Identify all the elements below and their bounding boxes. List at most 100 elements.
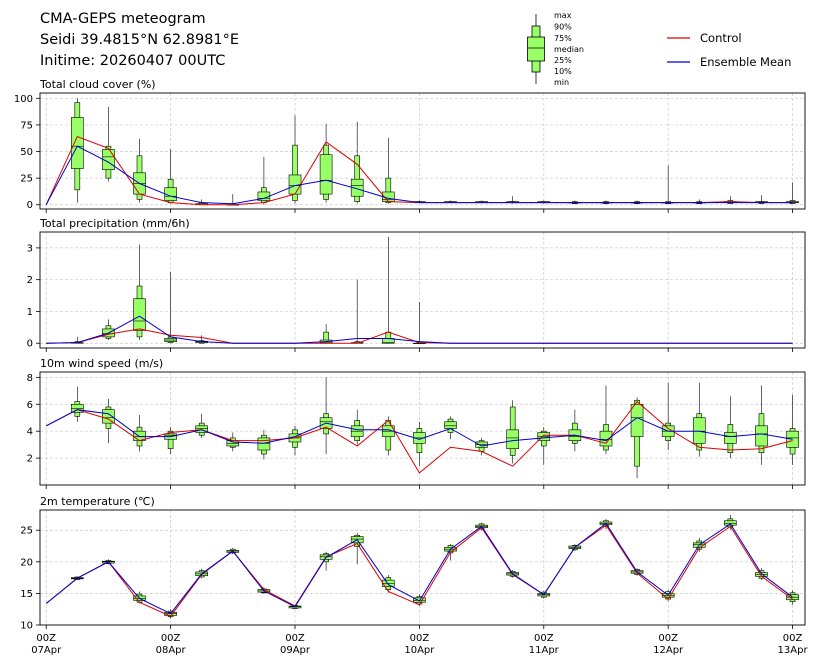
panel-title: 2m temperature (℃) — [40, 495, 155, 508]
box-plot — [631, 200, 643, 203]
box-plot — [196, 414, 208, 438]
y-tick-label: 8 — [27, 373, 33, 384]
box-inner — [507, 430, 519, 449]
initime-label: Initime: 20260407 00UTC — [40, 53, 225, 69]
box-plot — [662, 383, 674, 450]
panel-title: Total cloud cover (%) — [39, 78, 156, 91]
box-plot — [102, 399, 114, 443]
box-legend-p75: 75% — [554, 34, 572, 43]
panel-grid — [40, 232, 805, 348]
box-plot — [165, 272, 177, 344]
location-label: Seidi 39.4815°N 62.8981°E — [40, 32, 239, 48]
box-plot — [631, 398, 643, 479]
panel-grid — [40, 93, 805, 209]
x-tick-label-time: 00Z — [161, 633, 181, 644]
box-legend-p90: 90% — [554, 23, 572, 32]
y-tick-label: 6 — [27, 400, 33, 411]
x-tick-label-date: 10Apr — [404, 645, 435, 656]
y-tick-label: 0 — [27, 339, 33, 350]
x-tick-label-date: 11Apr — [529, 645, 560, 656]
box-plot — [289, 115, 301, 203]
box-plot — [787, 182, 799, 203]
box-plot — [787, 590, 799, 605]
panel-frame — [40, 372, 805, 485]
x-tick-label-date: 12Apr — [653, 645, 684, 656]
box-inner — [755, 426, 767, 446]
box-plot — [476, 438, 488, 455]
x-tick-label-time: 00Z — [36, 633, 56, 644]
y-tick-label: 2 — [27, 275, 33, 286]
y-tick-label: 15 — [20, 589, 33, 600]
box-plot — [569, 200, 581, 203]
box-inner — [258, 438, 270, 450]
box-plot — [134, 139, 146, 203]
box-plot — [382, 138, 394, 204]
box-plot — [71, 98, 83, 202]
box-plot — [569, 410, 581, 452]
panel-frame — [40, 232, 805, 348]
x-tick-label-time: 00Z — [534, 633, 554, 644]
x-tick-label-time: 00Z — [658, 633, 678, 644]
box-legend-median-label: median — [554, 45, 584, 54]
x-tick-label-date: 09Apr — [280, 645, 311, 656]
panel-grid — [40, 510, 805, 625]
box-plot — [258, 157, 270, 205]
box-plot — [102, 107, 114, 181]
box-plot — [102, 319, 114, 340]
panel-boxes — [71, 237, 425, 344]
box-plot — [351, 410, 363, 445]
box-plot — [444, 416, 456, 439]
x-tick-label-date: 13Apr — [778, 645, 809, 656]
box-plot — [320, 124, 332, 203]
box-inner — [71, 117, 83, 168]
y-tick-label: 20 — [20, 557, 33, 568]
panel-title: Total precipitation (mm/6h) — [39, 217, 190, 230]
y-tick-label: 75 — [20, 120, 33, 131]
panel-frame — [40, 510, 805, 625]
box-plot — [724, 515, 736, 530]
panel-boxes — [71, 377, 798, 478]
box-legend-inner-box — [528, 37, 545, 61]
box-inner — [724, 433, 736, 444]
box-plot — [289, 426, 301, 456]
legend-ensemble-mean-label: Ensemble Mean — [700, 55, 791, 69]
box-plot — [320, 377, 332, 454]
panel-frame — [40, 93, 805, 209]
panel-title: 10m wind speed (m/s) — [40, 357, 163, 370]
y-tick-label: 25 — [20, 174, 33, 185]
box-plot — [258, 430, 270, 460]
box-plot — [382, 237, 394, 343]
y-tick-label: 50 — [20, 147, 33, 158]
box-plot — [693, 383, 705, 457]
x-axis-tick-labels: 00Z07Apr00Z08Apr00Z09Apr00Z10Apr00Z11Apr… — [31, 633, 808, 656]
x-tick-label-date: 07Apr — [31, 645, 62, 656]
legend-control-label: Control — [700, 31, 742, 45]
box-legend-min: min — [554, 78, 569, 87]
box-plot — [662, 165, 674, 203]
y-tick-label: 1 — [27, 307, 33, 318]
box-plot — [320, 324, 332, 343]
box-inner — [693, 418, 705, 444]
box-plot — [165, 149, 177, 203]
box-inner — [444, 422, 456, 429]
box-legend: max 90% 75% median 25% 10% min — [528, 11, 585, 87]
y-tick-label: 0 — [27, 200, 33, 211]
box-plot — [413, 302, 425, 344]
y-tick-label: 2 — [27, 454, 33, 465]
y-tick-label: 3 — [27, 243, 33, 254]
box-plot — [724, 396, 736, 458]
x-tick-label-time: 00Z — [410, 633, 430, 644]
panel-grid — [40, 372, 805, 485]
box-plot — [787, 395, 799, 465]
panel-2: Total precipitation (mm/6h) 0 1 2 3 — [27, 217, 805, 352]
box-legend-p10: 10% — [554, 67, 572, 76]
box-plot — [71, 387, 83, 422]
